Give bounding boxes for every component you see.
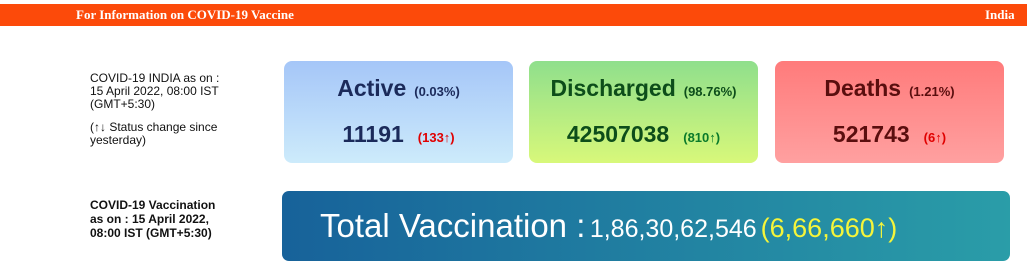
vaccination-label: Total Vaccination : [320,207,586,244]
vaccination-change: (6,66,660↑) [760,213,898,243]
card-value: 521743 [832,121,910,147]
vaccination-banner: Total Vaccination : 1,86,30,62,546 (6,66,… [282,191,1010,261]
discharged-card: Discharged (98.76%) 42507038 (810↑) [529,61,758,163]
status-note: yesterday) [90,133,147,147]
status-line: (GMT+5:30) [90,97,156,111]
card-percent: (0.03%) [414,84,460,99]
vaccination-line: COVID-19 Vaccination [90,198,216,212]
vaccination-info: COVID-19 Vaccination as on : 15 April 20… [90,198,215,240]
card-label: Discharged [550,75,676,101]
card-label: Deaths [824,75,902,101]
card-value: 11191 [342,121,404,147]
deaths-card: Deaths (1.21%) 521743 (6↑) [775,61,1004,163]
country: India [985,7,1015,22]
vaccination-line: as on : 15 April 2022, [90,212,209,226]
card-percent: (98.76%) [683,84,737,99]
vaccination-line: 08:00 IST (GMT+5:30) [90,226,212,240]
card-percent: (1.21%) [909,84,955,99]
card-change: (6↑) [923,130,947,145]
vaccination-total: 1,86,30,62,546 [589,215,757,243]
status-line: COVID-19 INDIA as on : [90,71,220,85]
header-title[interactable]: For Information on COVID-19 Vaccine [76,7,294,22]
status-line: 15 April 2022, 08:00 IST [90,84,219,98]
card-change: (810↑) [683,130,721,145]
status-note: (↑↓ Status change since [90,120,218,134]
card-label: Active [337,75,407,101]
status-info: COVID-19 INDIA as on : 15 April 2022, 08… [90,72,219,147]
card-change: (133↑) [417,130,455,145]
active-card: Active (0.03%) 11191 (133↑) [284,61,513,163]
card-value: 42507038 [566,121,670,147]
top-bar: For Information on COVID-19 Vaccine Indi… [0,4,1027,26]
